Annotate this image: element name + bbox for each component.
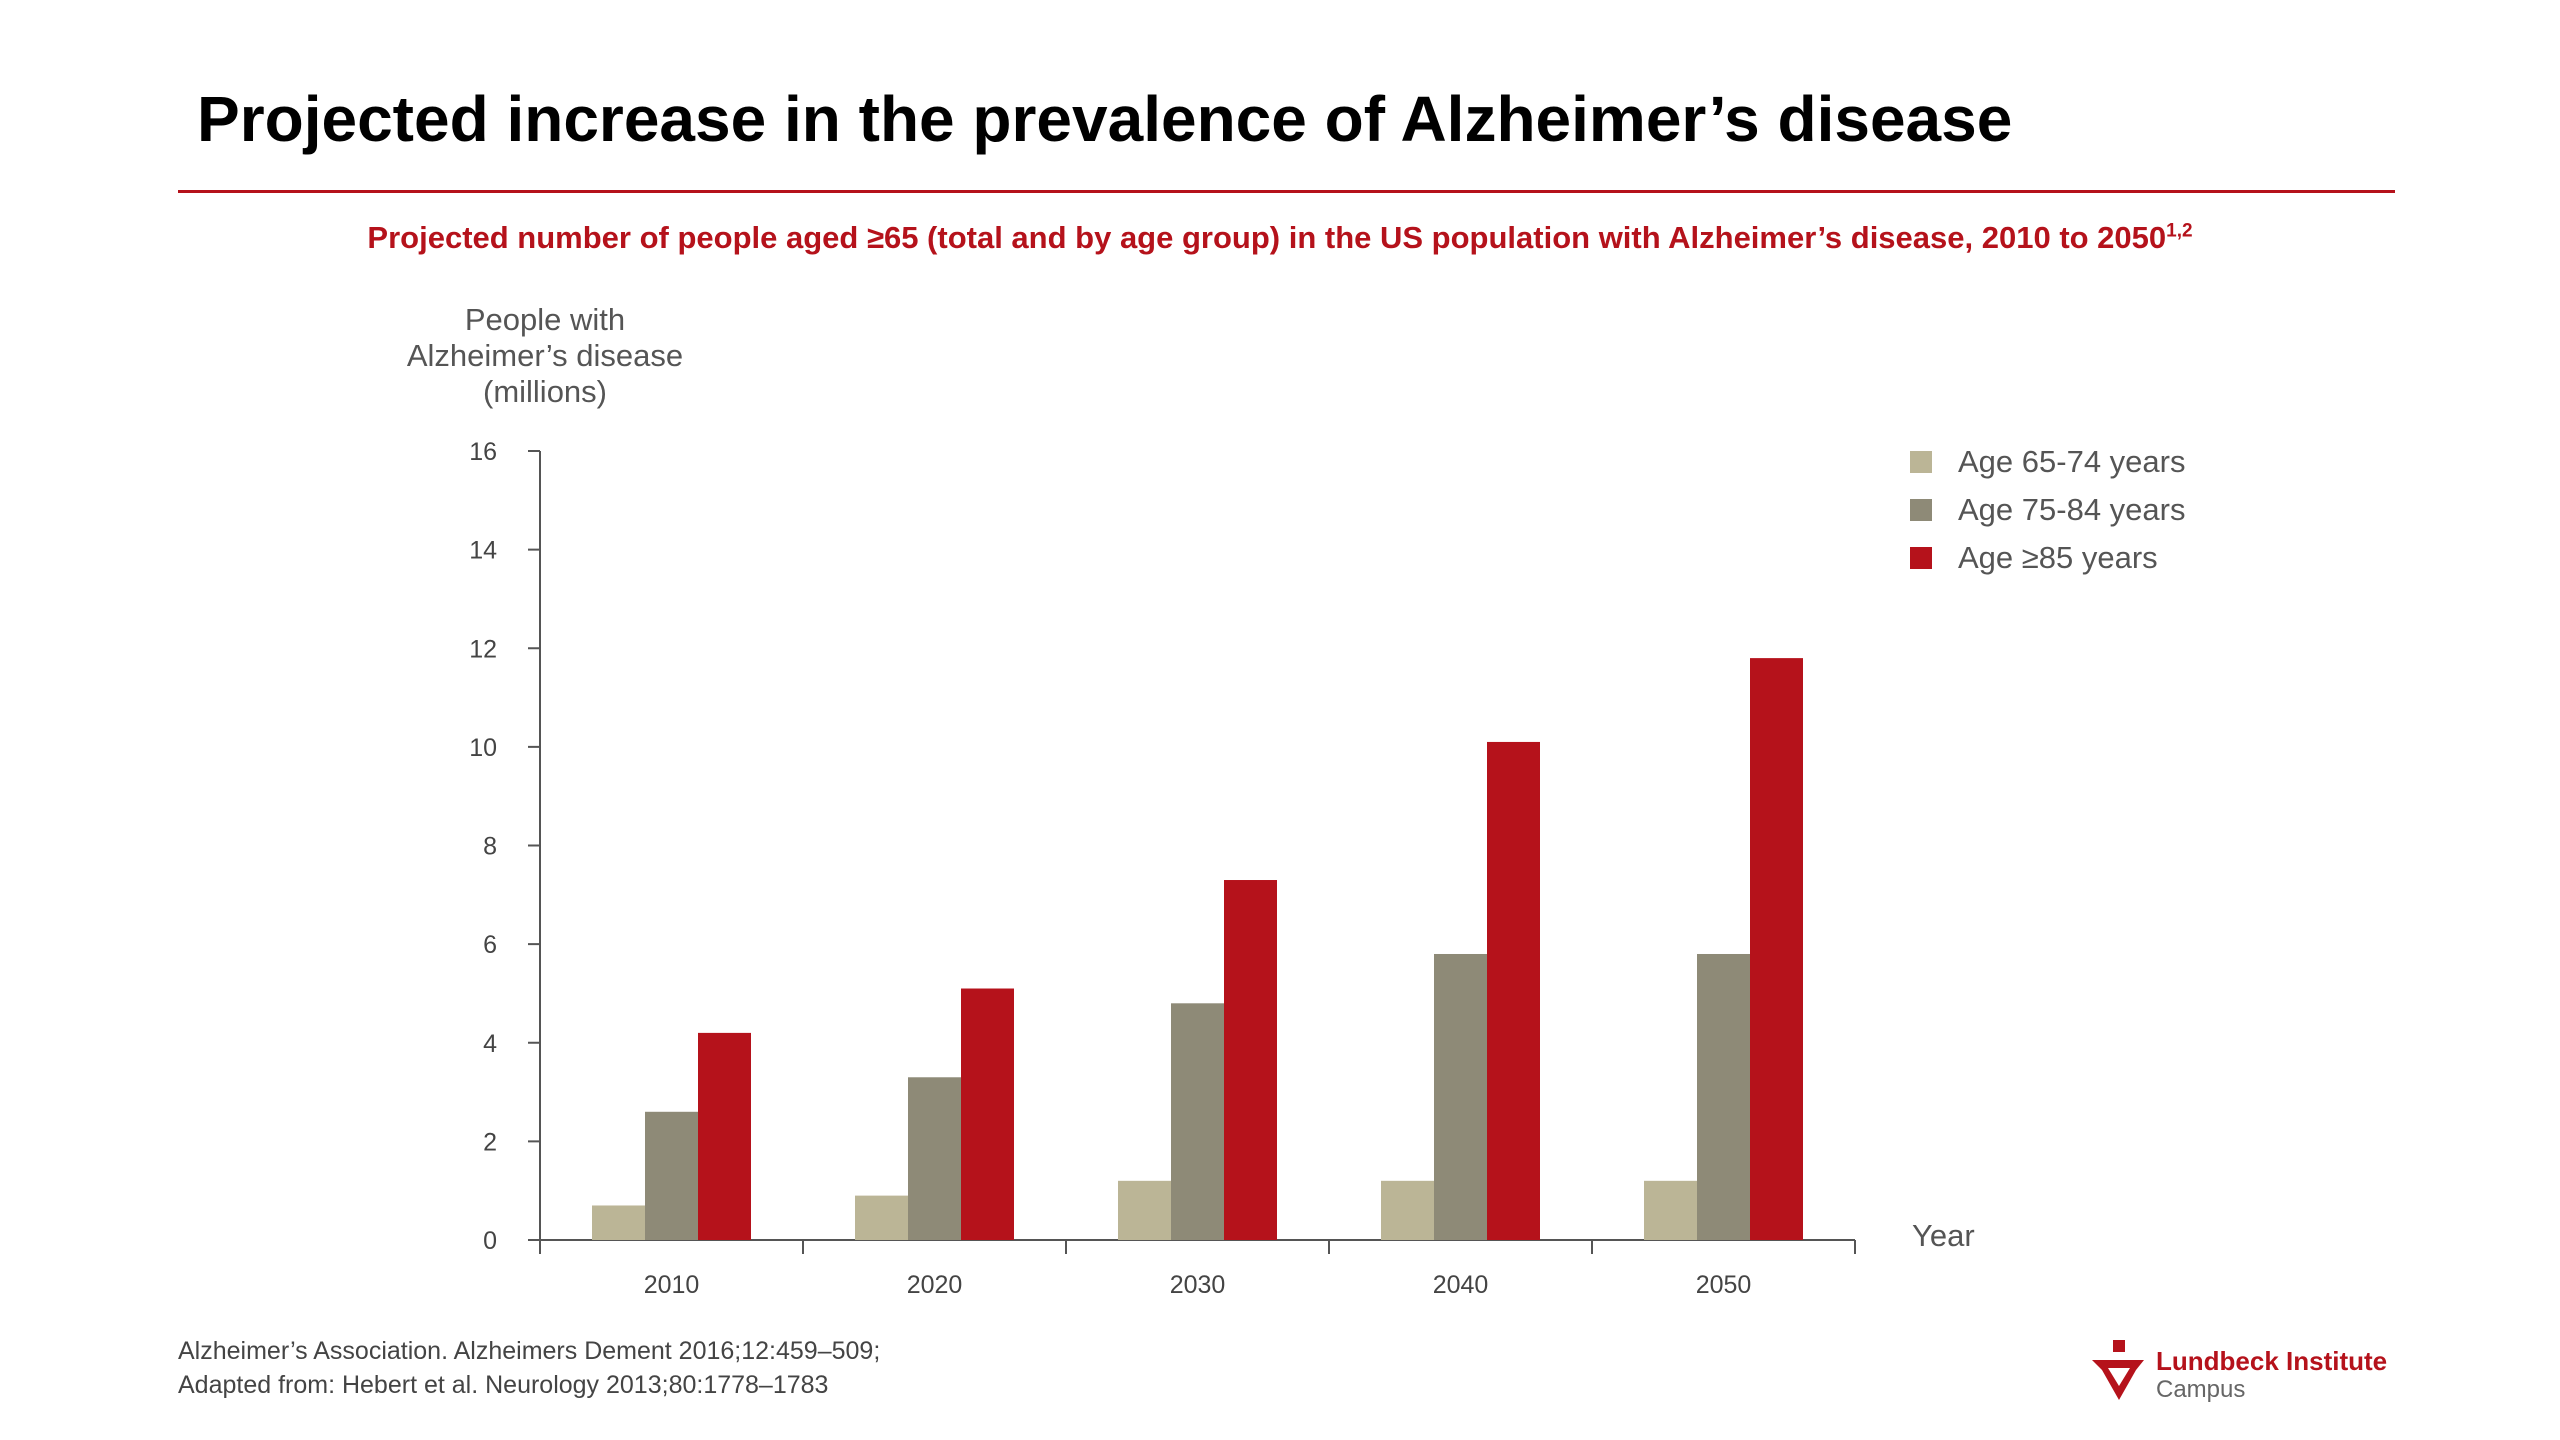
x-tick-label: 2050	[1696, 1271, 1752, 1299]
y-tick-label: 16	[469, 438, 497, 466]
lundbeck-logo-icon	[2092, 1340, 2144, 1400]
chart-title: Projected number of people aged ≥65 (tot…	[0, 220, 2560, 256]
y-axis-label-line: Alzheimer’s disease	[407, 338, 683, 373]
chart-title-superscript: 1,2	[2166, 220, 2193, 242]
bar	[1487, 741, 1540, 1240]
legend-label: Age ≥85 years	[1958, 540, 2158, 575]
bar	[645, 1111, 698, 1240]
y-axis-label-line: (millions)	[483, 374, 607, 409]
footnote-line-1: Alzheimer’s Association. Alzheimers Deme…	[178, 1337, 881, 1365]
bar	[1434, 953, 1487, 1240]
bar	[1750, 658, 1803, 1240]
x-axis-label: Year	[1912, 1218, 1975, 1253]
footnote-line-2: Adapted from: Hebert et al. Neurology 20…	[178, 1371, 829, 1399]
bar	[961, 988, 1014, 1240]
legend-label: Age 75-84 years	[1958, 492, 2185, 527]
legend-swatch	[1910, 547, 1932, 569]
bar	[1118, 1180, 1171, 1240]
bar	[1697, 953, 1750, 1240]
footnote: Alzheimer’s Association. Alzheimers Deme…	[178, 1334, 880, 1402]
lundbeck-logo: Lundbeck Institute Campus	[2090, 1340, 2420, 1403]
bar	[1171, 1003, 1224, 1240]
y-tick-label: 12	[469, 635, 497, 663]
legend-swatch	[1910, 499, 1932, 521]
x-tick-label: 2020	[907, 1271, 963, 1299]
logo-subtitle: Campus	[2156, 1376, 2246, 1403]
y-axis-label-line: People with	[465, 302, 625, 337]
bar	[908, 1077, 961, 1240]
x-tick-label: 2010	[644, 1271, 700, 1299]
y-tick-label: 2	[483, 1128, 497, 1156]
bar	[1644, 1180, 1697, 1240]
bar	[1224, 880, 1277, 1240]
y-tick-label: 10	[469, 734, 497, 762]
y-tick-label: 4	[483, 1030, 497, 1058]
x-tick-label: 2040	[1433, 1271, 1489, 1299]
bar	[592, 1205, 645, 1240]
y-tick-label: 8	[483, 833, 497, 861]
bar	[698, 1032, 751, 1240]
bar	[1381, 1180, 1434, 1240]
legend-swatch	[1910, 451, 1932, 473]
chart-title-text: Projected number of people aged ≥65 (tot…	[367, 220, 2167, 255]
y-tick-label: 0	[483, 1227, 497, 1255]
bar	[855, 1195, 908, 1240]
y-tick-label: 14	[469, 537, 497, 565]
x-tick-label: 2030	[1170, 1271, 1226, 1299]
slide-title: Projected increase in the prevalence of …	[197, 83, 2013, 155]
logo-name: Lundbeck Institute	[2156, 1346, 2388, 1376]
legend-label: Age 65-74 years	[1958, 444, 2185, 479]
y-tick-label: 6	[483, 931, 497, 959]
title-divider	[178, 190, 2395, 193]
